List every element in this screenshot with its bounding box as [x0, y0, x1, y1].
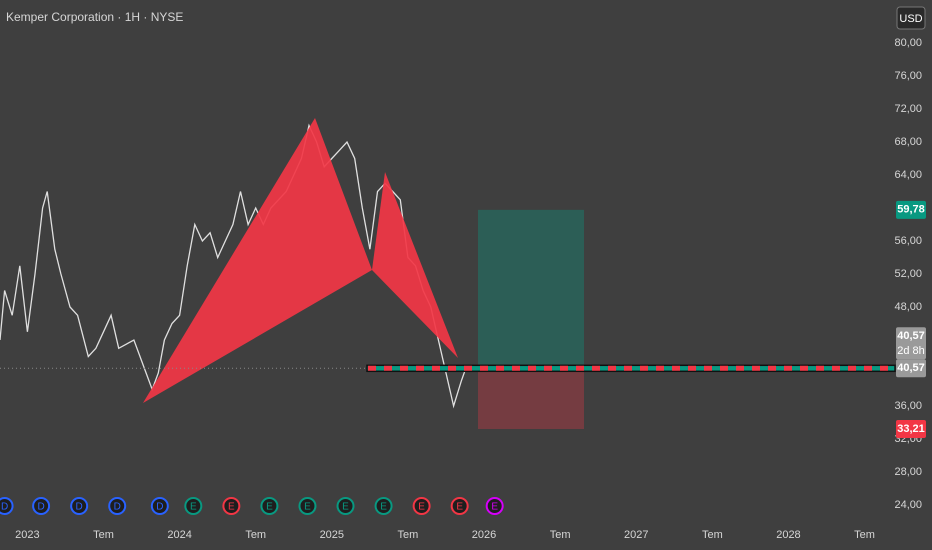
target-zone: [478, 209, 584, 369]
x-tick-label: 2023: [15, 529, 39, 541]
x-tick-label: 2027: [624, 529, 648, 541]
event-marker: [298, 497, 317, 515]
event-label: E: [491, 502, 498, 513]
event-label: E: [418, 502, 425, 513]
event-label: D: [76, 502, 83, 513]
harmonic-pattern: [372, 172, 458, 358]
last-label: 40,57: [897, 362, 925, 374]
last-label-box: [896, 359, 926, 378]
y-tick-label: 64,00: [894, 169, 922, 181]
event-label: E: [190, 502, 197, 513]
y-tick-label: 80,00: [894, 37, 922, 49]
target-label: 59,78: [897, 204, 925, 216]
event-marker: [184, 497, 203, 515]
currency-button[interactable]: [896, 6, 926, 30]
y-tick-label: 56,00: [894, 235, 922, 247]
event-label: E: [380, 502, 387, 513]
y-tick-label: 48,00: [894, 301, 922, 313]
event-label: E: [266, 502, 273, 513]
event-marker: [222, 497, 241, 515]
chart-title: Kemper Corporation · 1H · NYSE: [6, 10, 183, 24]
event-marker: [70, 497, 89, 515]
event-marker: [0, 497, 14, 515]
countdown-box: [896, 327, 926, 360]
y-tick-label: 68,00: [894, 136, 922, 148]
event-label: E: [342, 502, 349, 513]
event-label: E: [456, 502, 463, 513]
x-tick-label: Tem: [550, 529, 571, 541]
stop-label-box: [896, 420, 926, 439]
stop-zone: [478, 368, 584, 430]
price-line: [0, 123, 467, 409]
x-tick-label: Tem: [245, 529, 266, 541]
x-tick-label: 2028: [776, 529, 800, 541]
event-marker: [485, 497, 504, 515]
event-label: E: [228, 502, 235, 513]
event-marker: [32, 497, 51, 515]
x-tick-label: Tem: [93, 529, 114, 541]
y-tick-label: 72,00: [894, 103, 922, 115]
event-marker: [450, 497, 469, 515]
y-tick-label: 76,00: [894, 70, 922, 82]
last-label-upper: 40,57: [897, 330, 925, 342]
x-tick-label: 2024: [167, 529, 191, 541]
currency-label: USD: [899, 13, 922, 25]
event-label: D: [114, 502, 121, 513]
x-tick-label: 2025: [320, 529, 344, 541]
event-label: D: [156, 502, 163, 513]
target-label-box: [896, 200, 926, 219]
event-marker: [412, 497, 431, 515]
y-tick-label: 28,00: [894, 466, 922, 478]
y-tick-label: 52,00: [894, 268, 922, 280]
countdown: 2d 8h: [897, 345, 925, 357]
x-tick-label: 2026: [472, 529, 496, 541]
stop-label: 33,21: [897, 423, 925, 435]
harmonic-pattern: [143, 118, 372, 403]
x-tick-label: Tem: [702, 529, 723, 541]
y-tick-label: 36,00: [894, 400, 922, 412]
event-marker: [150, 497, 169, 515]
event-marker: [260, 497, 279, 515]
event-label: D: [37, 502, 44, 513]
event-marker: [108, 497, 127, 515]
x-tick-label: Tem: [854, 529, 875, 541]
event-label: E: [304, 502, 311, 513]
x-tick-label: Tem: [398, 529, 419, 541]
plot-area: [0, 123, 584, 430]
event-label: D: [1, 502, 8, 513]
event-marker: [374, 497, 393, 515]
event-marker: [336, 497, 355, 515]
y-tick-label: 24,00: [894, 499, 922, 511]
